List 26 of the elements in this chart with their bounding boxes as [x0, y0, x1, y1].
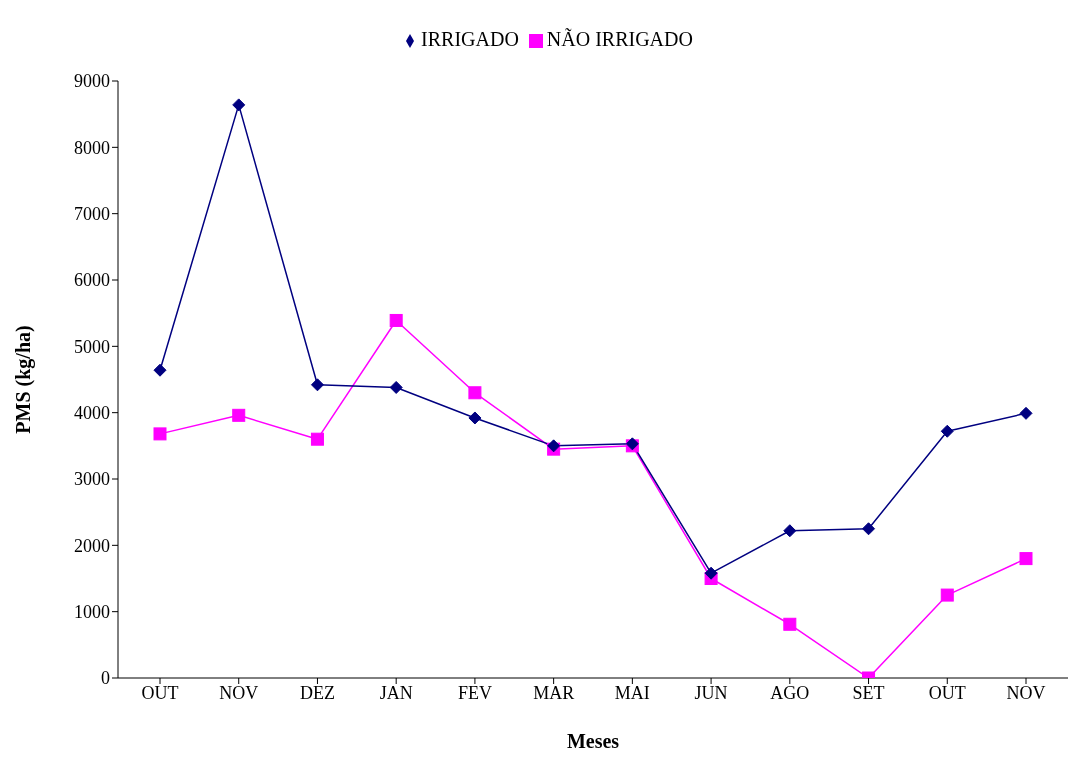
- x-tick-label: OUT: [928, 682, 966, 703]
- y-tick-label: 8000: [74, 137, 110, 158]
- legend-label: NÃO IRRIGADO: [546, 28, 693, 50]
- y-tick-label: 6000: [74, 270, 110, 291]
- x-tick-label: JAN: [379, 682, 413, 703]
- x-tick-label: DEZ: [299, 682, 335, 703]
- y-tick-label: 2000: [74, 535, 110, 556]
- legend-label: IRRIGADO: [421, 28, 519, 50]
- x-tick-label: AGO: [770, 682, 810, 703]
- y-axis-title: PMS (kg/ha): [12, 325, 36, 434]
- y-tick-label: 5000: [74, 336, 110, 357]
- y-tick-label: 3000: [74, 469, 110, 490]
- x-tick-label: MAI: [614, 682, 650, 703]
- x-tick-label: OUT: [141, 682, 179, 703]
- x-tick-label: SET: [852, 682, 885, 703]
- x-tick-label: JUN: [694, 682, 728, 703]
- x-tick-label: NOV: [219, 682, 259, 703]
- y-tick-label: 0: [101, 668, 110, 689]
- x-tick-label: NOV: [1006, 682, 1046, 703]
- x-tick-label: FEV: [457, 682, 492, 703]
- y-tick-label: 7000: [74, 204, 110, 225]
- y-tick-label: 9000: [74, 71, 110, 92]
- x-axis-title: Meses: [566, 730, 620, 752]
- y-tick-label: 1000: [74, 602, 110, 623]
- y-tick-label: 4000: [74, 403, 110, 424]
- x-tick-label: MAR: [533, 682, 575, 703]
